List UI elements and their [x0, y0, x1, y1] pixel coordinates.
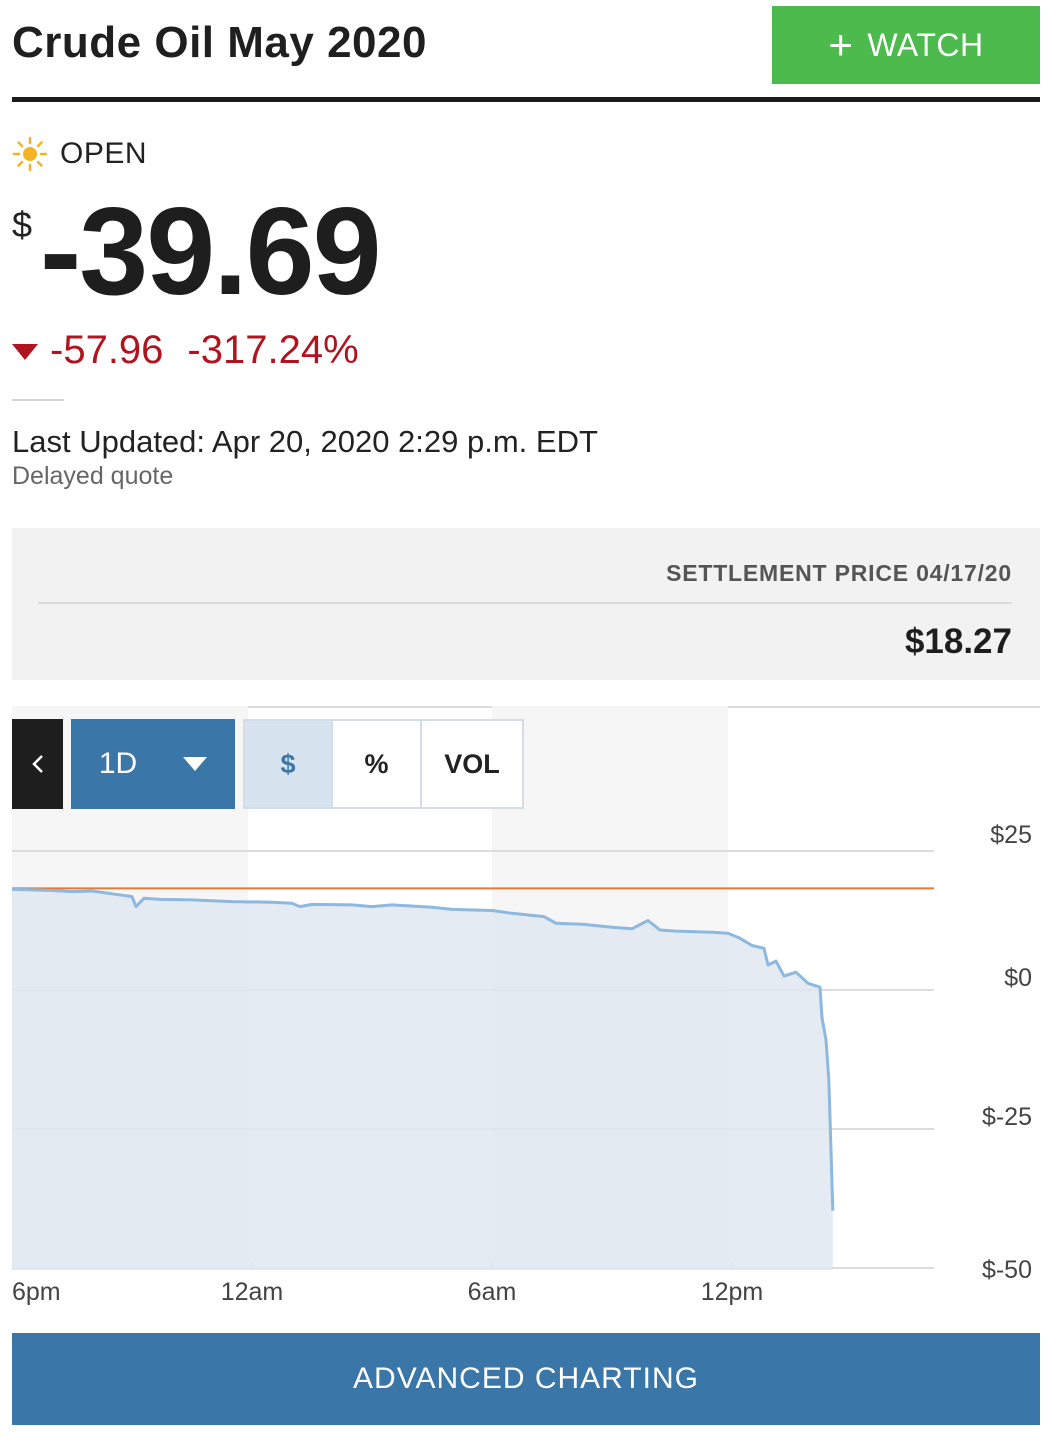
y-tick-label-3: $-50 [982, 1256, 1032, 1284]
mode-percent[interactable]: % [333, 721, 422, 807]
change-value: -57.96 [50, 327, 164, 372]
chart-back-button[interactable] [12, 719, 63, 809]
status-label: OPEN [60, 137, 148, 170]
last-price: -39.69 [40, 183, 382, 321]
settlement-divider [38, 602, 1012, 604]
down-triangle-icon [12, 344, 38, 360]
divider [12, 399, 64, 401]
settlement-label: SETTLEMENT PRICE 04/17/20 [666, 560, 1012, 586]
currency-symbol: $ [12, 204, 33, 245]
mode-volume[interactable]: VOL [422, 721, 522, 807]
watch-button[interactable]: + WATCH [772, 6, 1040, 84]
mode-dollar[interactable]: $ [245, 721, 333, 807]
header-divider [12, 97, 1040, 102]
last-updated: Last Updated: Apr 20, 2020 2:29 p.m. EDT [12, 424, 598, 459]
x-tick-label-2: 6am [468, 1278, 517, 1306]
y-tick-label-2: $-25 [982, 1103, 1032, 1131]
header: Crude Oil May 2020 + WATCH [12, 0, 1040, 102]
y-tick-label-0: $25 [990, 821, 1032, 849]
y-tick-label-1: $0 [1004, 964, 1032, 992]
plus-icon: + [828, 21, 854, 68]
page-title: Crude Oil May 2020 [12, 18, 427, 67]
x-tick-label-3: 12pm [701, 1278, 764, 1306]
delayed-note: Delayed quote [12, 462, 174, 490]
x-tick-label-0: 6pm [12, 1278, 61, 1306]
series-area [12, 889, 833, 1270]
market-status: OPEN [12, 134, 147, 174]
watch-label: WATCH [867, 26, 984, 63]
settlement-value: $18.27 [904, 622, 1012, 661]
advanced-charting-button[interactable]: ADVANCED CHARTING [12, 1333, 1040, 1425]
price-chart: $25 $0 $-25 $-50 6pm 12am 6am 12pm 1D $ % VOL [12, 706, 1040, 1320]
chart-mode-toggle: $ % VOL [243, 719, 524, 809]
caret-down-icon [183, 757, 208, 771]
range-label: 1D [98, 747, 138, 780]
price-change: -57.96 -317.24% [12, 326, 359, 374]
change-percent: -317.24% [187, 327, 359, 372]
settlement-panel: SETTLEMENT PRICE 04/17/20 $18.27 [12, 528, 1040, 680]
range-dropdown[interactable]: 1D [71, 719, 235, 809]
x-tick-label-1: 12am [221, 1278, 284, 1306]
sun-icon [12, 136, 48, 172]
chevron-left-icon [31, 755, 43, 773]
series-line [12, 887, 835, 1211]
